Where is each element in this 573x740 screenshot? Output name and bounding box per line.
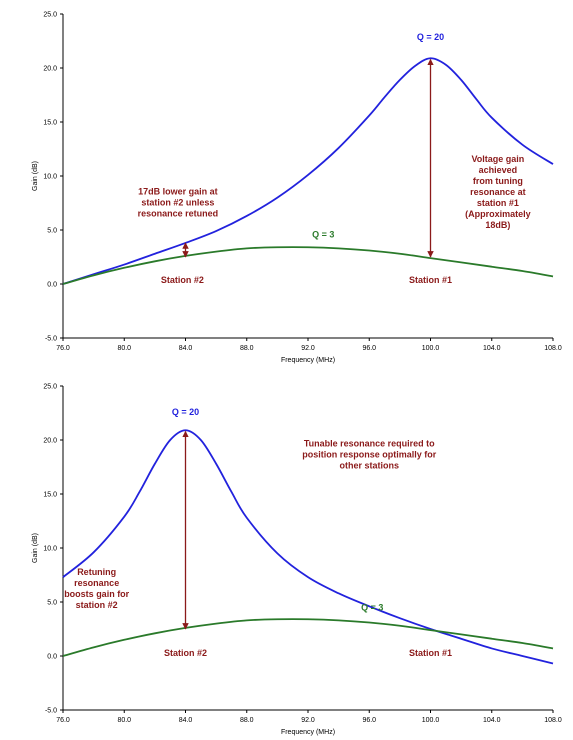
- annotation-text: 17dB lower gain at station #2 unless reson…: [138, 186, 219, 218]
- series-label: Q = 20: [417, 32, 444, 42]
- y-tick-label: 25.0: [43, 384, 57, 391]
- station-label: Station #1: [409, 648, 452, 658]
- x-tick-label: 108.0: [544, 717, 562, 724]
- y-axis-label: Gain (dB): [32, 533, 39, 563]
- y-tick-label: 15.0: [43, 120, 57, 127]
- chart-bottom: -5.0 0.0 5.0 10.0 15.0 20.0 25.0 76.0 80.0 84.0 88…: [0, 372, 573, 740]
- chart-top: -5.0 0.0 5.0 10.0 15.0 20.0 25.0 76.0 80.0 84.0 88…: [0, 0, 573, 368]
- y-axis-label: Gain (dB): [32, 161, 39, 191]
- x-tick-label: 80.0: [117, 717, 131, 724]
- x-tick-label: 104.0: [483, 717, 501, 724]
- x-tick-label: 96.0: [362, 717, 376, 724]
- y-tick-label: 0.0: [47, 654, 57, 661]
- station-label: Station #2: [161, 275, 204, 285]
- x-tick-label: 108.0: [544, 345, 562, 352]
- x-tick-label: 96.0: [362, 345, 376, 352]
- y-tick-label: 10.0: [43, 546, 57, 553]
- y-tick-label: 25.0: [43, 12, 57, 19]
- x-tick-label: 84.0: [179, 717, 193, 724]
- series-label: Q = 20: [172, 407, 199, 417]
- x-tick-label: 92.0: [301, 345, 315, 352]
- y-tick-label: 5.0: [47, 228, 57, 235]
- y-tick-label: 5.0: [47, 600, 57, 607]
- y-tick-label: -5.0: [45, 708, 57, 715]
- y-tick-label: 20.0: [43, 438, 57, 445]
- y-tick-label: 15.0: [43, 492, 57, 499]
- x-tick-label: 80.0: [117, 345, 131, 352]
- annotation-text: Voltage gain achieved from tuning resonance…: [465, 154, 531, 230]
- y-tick-label: 0.0: [47, 282, 57, 289]
- x-tick-label: 76.0: [56, 717, 70, 724]
- annotation-text: Tunable resonance required to position re…: [302, 438, 437, 470]
- station-label: Station #2: [164, 648, 207, 658]
- x-tick-label: 84.0: [179, 345, 193, 352]
- x-axis-label: Frequency (MHz): [281, 729, 335, 736]
- x-axis-label: Frequency (MHz): [281, 357, 335, 364]
- series-line-q20: [62, 57, 554, 285]
- series-label: Q = 3: [312, 230, 334, 240]
- x-tick-label: 92.0: [301, 717, 315, 724]
- y-tick-label: 10.0: [43, 174, 57, 181]
- y-tick-label: -5.0: [45, 336, 57, 343]
- chart-top-svg: -5.0 0.0 5.0 10.0 15.0 20.0 25.0 76.0 80.0 84.0 88…: [32, 12, 562, 365]
- series-label: Q = 3: [361, 603, 383, 613]
- x-tick-label: 100.0: [422, 717, 440, 724]
- x-tick-label: 100.0: [422, 345, 440, 352]
- annotation-text: Retuning resonance boosts gain for station …: [64, 567, 129, 610]
- x-tick-label: 88.0: [240, 717, 254, 724]
- x-tick-label: 104.0: [483, 345, 501, 352]
- station-label: Station #1: [409, 275, 452, 285]
- series-line-q3: [62, 246, 554, 285]
- x-tick-label: 88.0: [240, 345, 254, 352]
- series-line-q3: [62, 618, 554, 657]
- y-tick-label: 20.0: [43, 66, 57, 73]
- x-tick-label: 76.0: [56, 345, 70, 352]
- series-line-q20: [62, 429, 554, 665]
- chart-bottom-svg: -5.0 0.0 5.0 10.0 15.0 20.0 25.0 76.0 80.0 84.0 88…: [32, 384, 562, 737]
